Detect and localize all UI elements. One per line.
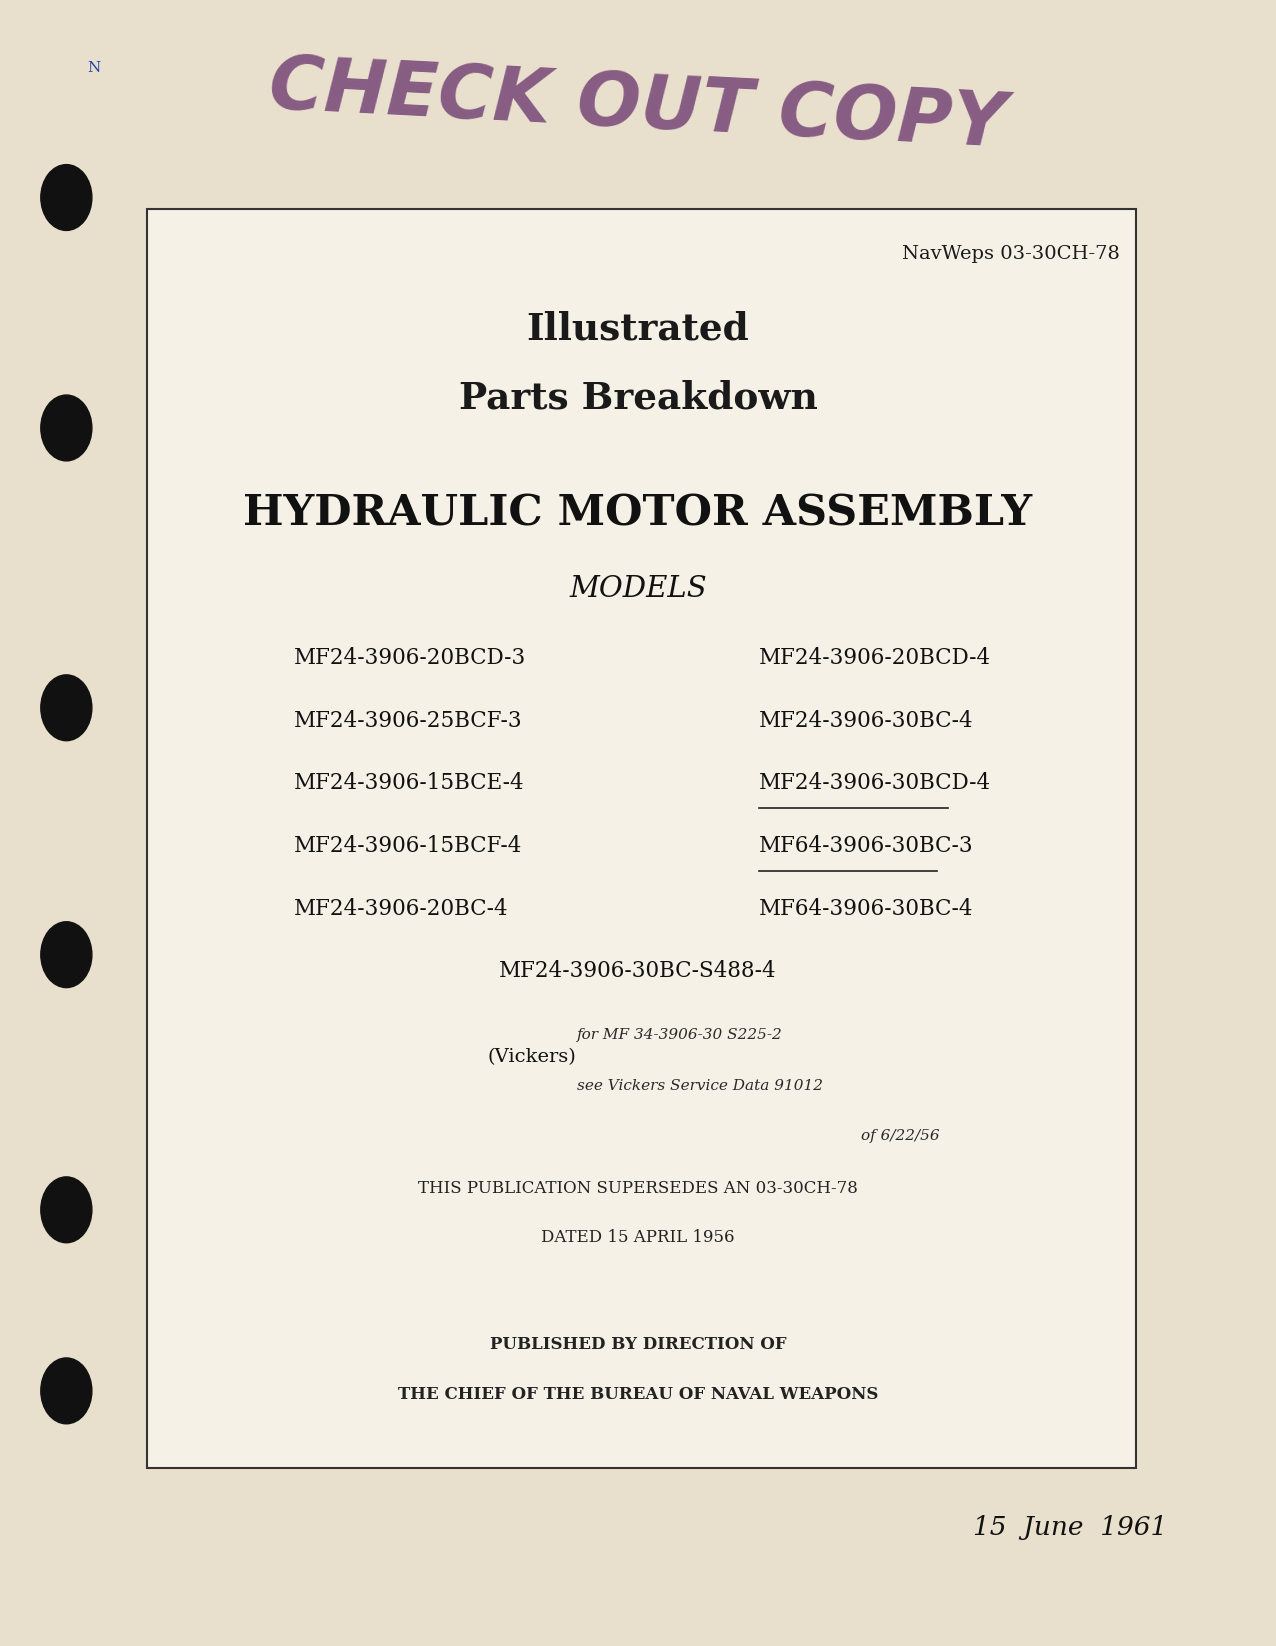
Text: (Vickers): (Vickers): [487, 1049, 577, 1065]
Circle shape: [41, 165, 92, 230]
Text: THIS PUBLICATION SUPERSEDES AN 03-30CH-78: THIS PUBLICATION SUPERSEDES AN 03-30CH-7…: [419, 1180, 857, 1197]
Text: of 6/22/56: of 6/22/56: [861, 1129, 940, 1142]
Text: CHECK OUT COPY: CHECK OUT COPY: [268, 51, 1008, 163]
Text: Parts Breakdown: Parts Breakdown: [458, 380, 818, 416]
Text: MF24-3906-25BCF-3: MF24-3906-25BCF-3: [293, 709, 522, 732]
Text: MF24-3906-20BCD-4: MF24-3906-20BCD-4: [759, 647, 991, 670]
Text: N: N: [87, 61, 100, 76]
Circle shape: [41, 922, 92, 988]
Text: Illustrated: Illustrated: [527, 311, 749, 347]
Text: MF24-3906-15BCF-4: MF24-3906-15BCF-4: [293, 835, 522, 858]
Circle shape: [41, 1358, 92, 1424]
Text: 15  June  1961: 15 June 1961: [974, 1514, 1168, 1541]
Circle shape: [41, 1177, 92, 1243]
Text: NavWeps 03-30CH-78: NavWeps 03-30CH-78: [902, 245, 1120, 263]
Text: HYDRAULIC MOTOR ASSEMBLY: HYDRAULIC MOTOR ASSEMBLY: [244, 492, 1032, 535]
Text: for MF 34-3906-30 S225-2: for MF 34-3906-30 S225-2: [577, 1029, 782, 1042]
Circle shape: [41, 395, 92, 461]
Text: MF24-3906-20BCD-3: MF24-3906-20BCD-3: [293, 647, 526, 670]
Text: MF64-3906-30BC-4: MF64-3906-30BC-4: [759, 897, 974, 920]
Text: MF24-3906-15BCE-4: MF24-3906-15BCE-4: [293, 772, 524, 795]
Text: MF24-3906-20BC-4: MF24-3906-20BC-4: [293, 897, 508, 920]
Text: MF64-3906-30BC-3: MF64-3906-30BC-3: [759, 835, 974, 858]
Text: see Vickers Service Data 91012: see Vickers Service Data 91012: [577, 1080, 823, 1093]
Text: MF24-3906-30BCD-4: MF24-3906-30BCD-4: [759, 772, 991, 795]
FancyBboxPatch shape: [147, 209, 1136, 1468]
Text: MODELS: MODELS: [569, 574, 707, 604]
Circle shape: [41, 675, 92, 741]
Text: THE CHIEF OF THE BUREAU OF NAVAL WEAPONS: THE CHIEF OF THE BUREAU OF NAVAL WEAPONS: [398, 1386, 878, 1402]
Text: DATED 15 APRIL 1956: DATED 15 APRIL 1956: [541, 1230, 735, 1246]
Text: PUBLISHED BY DIRECTION OF: PUBLISHED BY DIRECTION OF: [490, 1337, 786, 1353]
Text: MF24-3906-30BC-4: MF24-3906-30BC-4: [759, 709, 974, 732]
Text: MF24-3906-30BC-S488-4: MF24-3906-30BC-S488-4: [499, 960, 777, 983]
